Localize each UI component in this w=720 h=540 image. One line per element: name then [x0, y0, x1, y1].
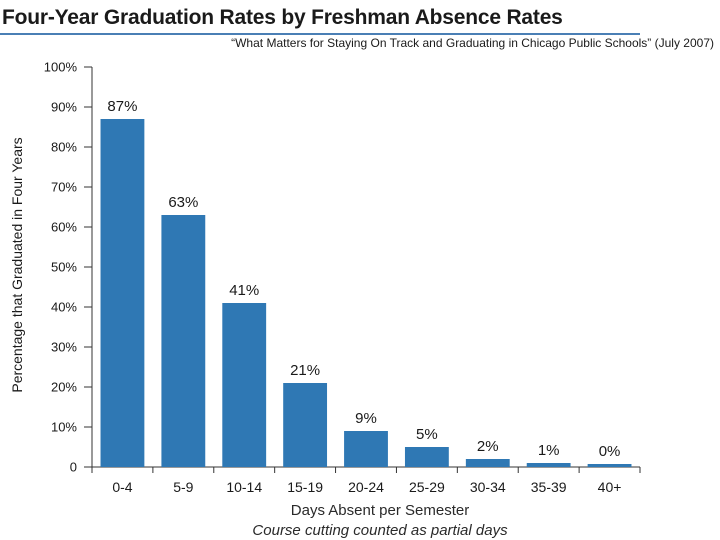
bar-35-39 [526, 463, 571, 467]
value-label: 21% [290, 362, 320, 379]
y-tick-label: 30% [51, 340, 77, 355]
y-tick-label: 90% [51, 100, 77, 115]
bars [100, 119, 632, 467]
bar-40+ [587, 464, 632, 467]
bar-5-9 [161, 215, 206, 467]
x-tick-label: 10-14 [226, 479, 262, 495]
x-tick-label: 25-29 [409, 479, 445, 495]
value-label: 63% [168, 194, 198, 211]
x-tick-label: 0-4 [112, 479, 132, 495]
x-tick-label: 5-9 [173, 479, 193, 495]
bar-20-24 [344, 431, 388, 467]
bar-15-19 [283, 383, 328, 467]
x-axis-label: Days Absent per Semester [290, 502, 470, 519]
y-tick-label: 50% [51, 260, 77, 275]
value-label: 0% [599, 443, 621, 460]
y-tick-label: 0 [70, 460, 77, 475]
value-label: 41% [229, 282, 259, 299]
x-tick-label: 35-39 [531, 479, 567, 495]
value-label: 2% [477, 438, 499, 455]
y-axis: 0 10% 20% 30% 40% 50% 60% 70% 80% 90% 100% [44, 60, 93, 475]
bar-10-14 [222, 303, 267, 467]
y-tick-label: 10% [51, 420, 77, 435]
x-tick-label: 40+ [598, 479, 622, 495]
x-tick-label: 20-24 [348, 479, 384, 495]
x-tick-label: 15-19 [287, 479, 323, 495]
bar-0-4 [100, 119, 145, 467]
value-label: 9% [355, 410, 377, 427]
bar-25-29 [404, 447, 449, 467]
value-label: 1% [538, 442, 560, 459]
x-tick-label: 30-34 [470, 479, 506, 495]
value-labels: 87% 63% 41% 21% 9% 5% 2% 1% 0% [107, 98, 620, 460]
x-axis-note: Course cutting counted as partial days [252, 522, 508, 539]
title-divider [0, 33, 640, 35]
y-tick-label: 20% [51, 380, 77, 395]
x-axis: 0-4 5-9 10-14 15-19 20-24 25-29 30-34 35-39 40+ [91, 466, 641, 495]
chart-subtitle: “What Matters for Staying On Track and G… [231, 36, 714, 50]
y-tick-label: 100% [44, 60, 78, 75]
y-tick-label: 70% [51, 180, 77, 195]
y-tick-label: 80% [51, 140, 77, 155]
value-label: 87% [107, 98, 137, 115]
y-tick-label: 60% [51, 220, 77, 235]
chart-title: Four-Year Graduation Rates by Freshman A… [2, 6, 563, 29]
y-tick-label: 40% [51, 300, 77, 315]
value-label: 5% [416, 426, 438, 443]
bar-30-34 [465, 459, 510, 467]
